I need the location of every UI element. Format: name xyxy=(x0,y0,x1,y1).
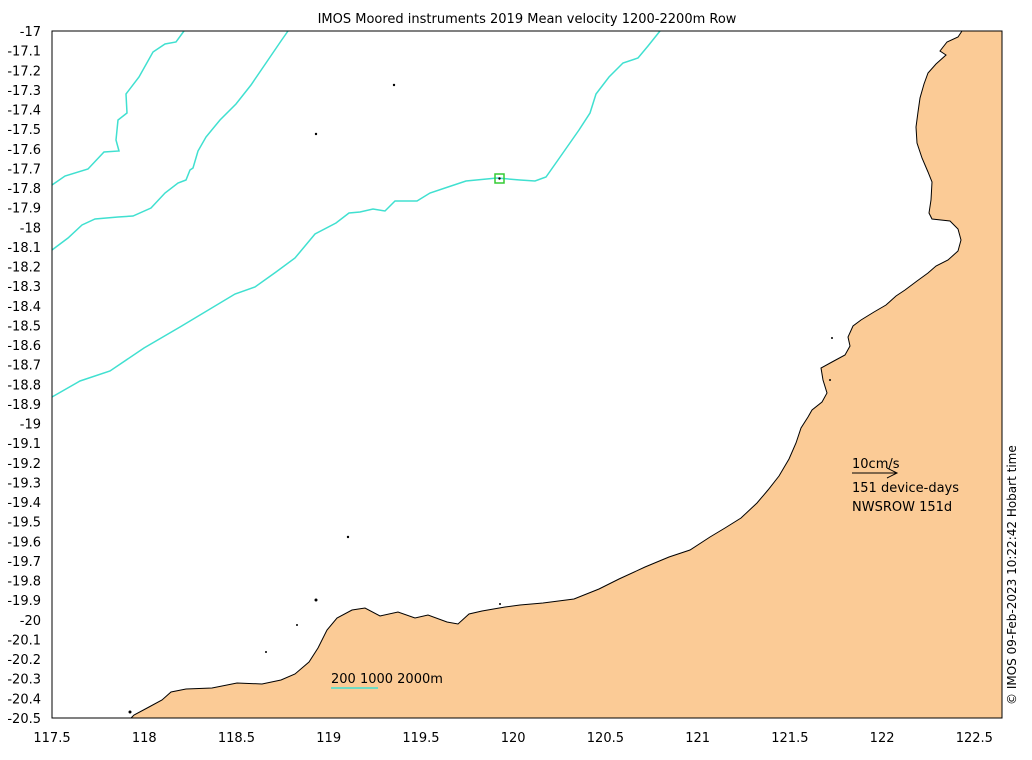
station-marker[interactable] xyxy=(494,173,505,184)
y-tick-label: -17.8 xyxy=(7,182,41,197)
y-tick-label: -19.4 xyxy=(7,496,41,511)
y-tick-label: -19.9 xyxy=(7,594,41,609)
isobath-legend-label: 200 1000 2000m xyxy=(331,672,443,687)
y-tick-label: -18 xyxy=(20,221,41,236)
map-frame xyxy=(51,30,1003,719)
device-days-label: 151 device-days xyxy=(852,481,959,496)
y-tick-label: -17.9 xyxy=(7,202,41,217)
x-tick-label: 121 xyxy=(685,731,710,746)
credit-text: © IMOS 09-Feb-2023 10:22:42 Hobart time xyxy=(1005,445,1019,705)
y-tick-label: -18.7 xyxy=(7,359,41,374)
y-tick-label: -20.3 xyxy=(7,673,41,688)
y-tick-label: -19.6 xyxy=(7,535,41,550)
islands xyxy=(128,83,833,714)
y-tick-label: -19 xyxy=(20,418,41,433)
y-tick-label: -18.1 xyxy=(7,241,41,256)
land-mass xyxy=(129,30,1003,719)
y-tick-label: -19.7 xyxy=(7,555,41,570)
x-tick-label: 120.5 xyxy=(587,731,624,746)
y-tick-label: -18.9 xyxy=(7,398,41,413)
isobath-1000m xyxy=(51,30,289,251)
y-tick-label: -17.3 xyxy=(7,84,41,99)
y-tick-label: -17.7 xyxy=(7,162,41,177)
velocity-scale-arrow xyxy=(852,467,899,479)
y-axis-ticks: -17 -17.1 -17.2 -17.3 -17.4 -17.5 -17.6 -17.7 -1… xyxy=(7,25,41,727)
x-tick-label: 120 xyxy=(501,731,526,746)
y-tick-label: -17.2 xyxy=(7,64,41,79)
y-tick-label: -17.4 xyxy=(7,104,41,119)
y-tick-label: -18.6 xyxy=(7,339,41,354)
isobath-200m xyxy=(51,30,185,186)
y-tick-label: -19.3 xyxy=(7,476,41,491)
x-tick-label: 117.5 xyxy=(33,731,70,746)
y-tick-label: -19.8 xyxy=(7,575,41,590)
x-tick-label: 122.5 xyxy=(956,731,993,746)
y-tick-label: -17 xyxy=(20,25,41,40)
y-tick-label: -20 xyxy=(20,614,41,629)
y-tick-label: -19.1 xyxy=(7,437,41,452)
x-tick-label: 119 xyxy=(316,731,341,746)
y-tick-label: -18.3 xyxy=(7,280,41,295)
x-tick-label: 122 xyxy=(870,731,895,746)
isobath-2000m xyxy=(51,30,661,398)
y-tick-label: -20.4 xyxy=(7,692,41,707)
y-tick-label: -20.1 xyxy=(7,633,41,648)
site-label: NWSROW 151d xyxy=(852,500,952,515)
velocity-scale-label: 10cm/s xyxy=(852,457,900,472)
y-tick-label: -18.4 xyxy=(7,300,41,315)
y-tick-label: -19.5 xyxy=(7,516,41,531)
map-title: IMOS Moored instruments 2019 Mean veloci… xyxy=(318,12,737,27)
y-tick-label: -20.2 xyxy=(7,653,41,668)
isobaths xyxy=(51,30,661,398)
x-tick-label: 121.5 xyxy=(771,731,808,746)
x-tick-label: 119.5 xyxy=(402,731,439,746)
x-tick-label: 118 xyxy=(132,731,157,746)
station-point xyxy=(498,177,501,180)
y-tick-label: -19.2 xyxy=(7,457,41,472)
y-tick-label: -17.1 xyxy=(7,45,41,60)
y-tick-label: -17.5 xyxy=(7,123,41,138)
y-tick-label: -18.5 xyxy=(7,319,41,334)
y-tick-label: -17.6 xyxy=(7,143,41,158)
x-tick-label: 118.5 xyxy=(218,731,255,746)
y-tick-label: -20.5 xyxy=(7,712,41,727)
y-tick-label: -18.8 xyxy=(7,378,41,393)
y-tick-label: -18.2 xyxy=(7,261,41,276)
x-axis-ticks: 117.5 118 118.5 119 119.5 120 120.5 121 121.5 122… xyxy=(33,731,993,746)
